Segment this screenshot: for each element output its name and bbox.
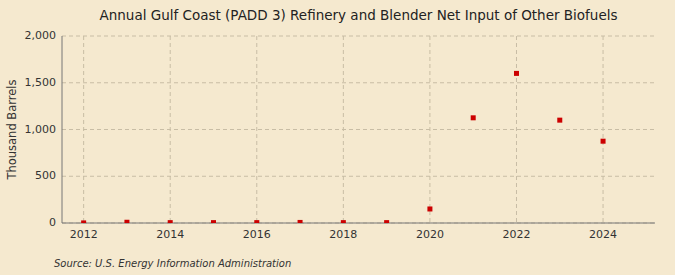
point: [514, 71, 519, 76]
x-tick-label: 2014: [156, 228, 184, 241]
point: [298, 220, 303, 223]
y-axis-label: Thousand Barrels: [5, 79, 19, 180]
y-grid-line: [62, 223, 655, 224]
y-tick-label: 0: [49, 216, 56, 229]
x-tick-label: 2024: [589, 228, 617, 241]
y-grid-line: [62, 176, 655, 177]
point: [211, 220, 216, 223]
x-grid-line: [256, 36, 257, 223]
point: [81, 220, 86, 223]
x-grid-line: [603, 36, 604, 223]
point: [557, 118, 562, 123]
source-note: Source: U.S. Energy Information Administ…: [54, 258, 291, 269]
point: [168, 220, 173, 223]
points: [81, 71, 605, 223]
x-axis-line: [62, 223, 655, 224]
x-grid-line: [516, 36, 517, 223]
y-tick-label: 1,500: [25, 76, 57, 89]
x-tick-label: 2022: [502, 228, 530, 241]
point: [427, 206, 432, 211]
y-axis-line: [62, 36, 63, 223]
y-tick-label: 1,000: [25, 123, 57, 136]
x-grid-line: [429, 36, 430, 223]
x-tick-label: 2016: [243, 228, 271, 241]
y-tick-label: 2,000: [25, 29, 57, 42]
point: [384, 220, 389, 223]
point: [601, 139, 606, 144]
point: [124, 220, 129, 223]
x-tick-label: 2012: [70, 228, 98, 241]
y-grid-line: [62, 129, 655, 130]
chart: 0 500 1,000 1,500 2,000 2012 2014 2016 2018 2020 2…: [0, 0, 675, 275]
grid: [62, 36, 655, 223]
x-tick-label: 2018: [329, 228, 357, 241]
x-grid-line: [170, 36, 171, 223]
x-tick-label: 2020: [416, 228, 444, 241]
point: [471, 115, 476, 120]
x-grid-line: [83, 36, 84, 223]
point: [341, 220, 346, 223]
point: [254, 220, 259, 223]
tick-labels: 0 500 1,000 1,500 2,000 2012 2014 2016 2018 2020 2…: [25, 29, 618, 241]
title: Annual Gulf Coast (PADD 3) Refinery and …: [99, 7, 617, 23]
y-grid-line: [62, 82, 655, 83]
y-grid-line: [62, 36, 655, 37]
y-tick-label: 500: [35, 169, 56, 182]
x-grid-line: [343, 36, 344, 223]
